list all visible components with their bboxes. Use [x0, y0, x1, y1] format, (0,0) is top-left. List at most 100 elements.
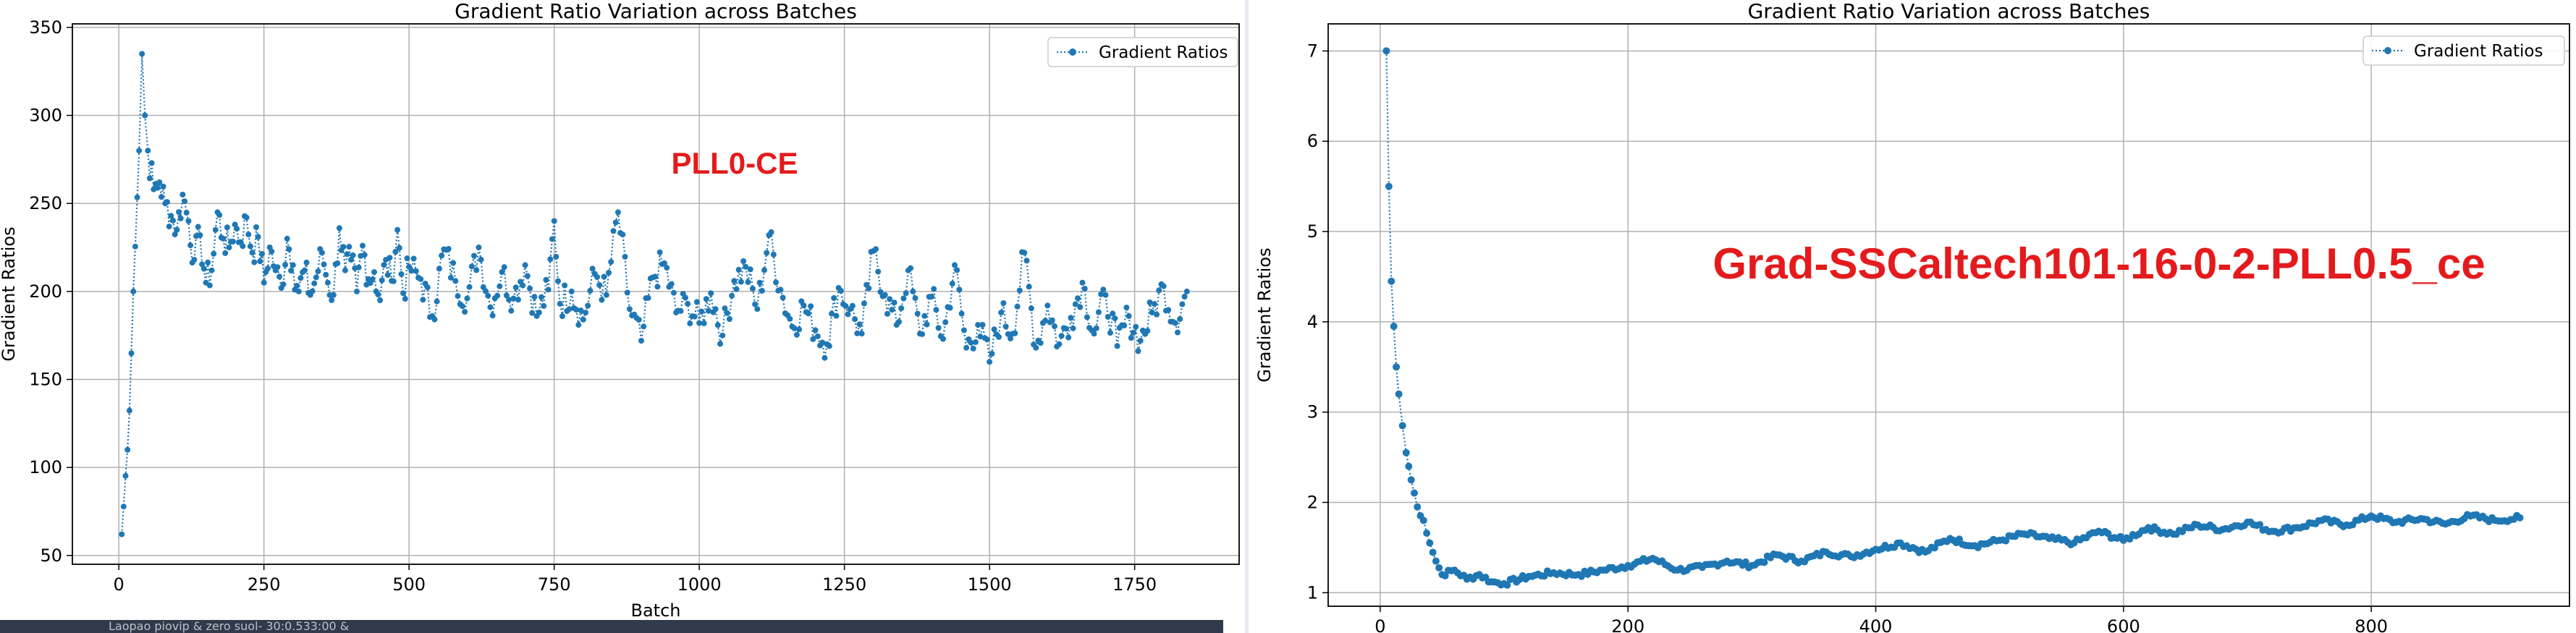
data-point: [854, 330, 861, 336]
data-point: [1429, 548, 1437, 556]
data-point: [819, 339, 826, 346]
data-point: [1095, 309, 1102, 315]
data-point: [1175, 329, 1181, 336]
data-point: [822, 354, 828, 361]
data-point: [954, 267, 960, 273]
data-point: [989, 351, 995, 357]
legend-label: Gradient Ratios: [2414, 42, 2543, 61]
data-point: [295, 288, 302, 294]
data-point: [919, 331, 926, 337]
data-point: [910, 288, 916, 294]
data-point: [371, 269, 377, 276]
data-point: [145, 148, 151, 154]
data-point: [1091, 331, 1097, 337]
data-point: [583, 310, 588, 316]
y-tick-label: 250: [29, 193, 62, 213]
data-point: [812, 327, 819, 334]
x-tick-label: 600: [2107, 616, 2140, 633]
data-point: [845, 311, 851, 318]
data-point: [1005, 331, 1011, 337]
annotation-label: Grad-SSCaltech101-16-0-2-PLL0.5_ce: [1713, 239, 2485, 288]
data-point: [243, 214, 250, 221]
data-point: [455, 293, 461, 299]
data-point: [1033, 344, 1039, 351]
data-point: [562, 282, 568, 289]
data-point: [447, 274, 454, 281]
data-point: [1503, 581, 1511, 589]
legend-box: [1047, 37, 1238, 67]
data-point: [211, 250, 217, 257]
data-point: [434, 298, 440, 305]
data-point: [1183, 288, 1190, 294]
data-point: [928, 294, 934, 300]
data-point: [529, 310, 536, 316]
data-point: [222, 250, 229, 256]
data-point: [520, 282, 526, 289]
data-point: [515, 297, 521, 303]
data-point: [1012, 330, 1018, 336]
data-point: [1002, 323, 1009, 330]
data-point: [585, 302, 591, 309]
data-point: [334, 260, 341, 266]
data-point: [154, 184, 161, 191]
x-tick-label: 750: [538, 574, 571, 595]
data-point: [729, 292, 735, 299]
data-point: [979, 322, 986, 328]
x-axis-label: Batch: [631, 600, 681, 621]
series-line: [121, 54, 1188, 535]
data-point: [706, 307, 711, 314]
data-point: [156, 179, 163, 185]
data-point: [1149, 310, 1155, 315]
data-point: [476, 245, 482, 250]
data-point: [587, 287, 594, 294]
data-point: [608, 259, 615, 265]
data-point: [1026, 284, 1032, 290]
data-point: [801, 302, 807, 309]
data-point: [891, 299, 898, 306]
taskbar-text: Laopao piovip & zero suol- 30:0.533:00 &: [109, 620, 350, 633]
data-point: [191, 257, 198, 263]
data-point: [777, 286, 784, 293]
data-point: [132, 243, 138, 250]
data-point: [126, 407, 132, 414]
data-point: [914, 310, 921, 317]
data-point: [866, 285, 872, 292]
data-point: [884, 310, 890, 317]
data-point: [620, 231, 626, 238]
data-point: [134, 194, 140, 200]
data-point: [875, 268, 882, 275]
data-point: [177, 215, 184, 221]
data-point: [1023, 258, 1030, 264]
data-point: [722, 305, 728, 312]
data-point: [381, 262, 387, 268]
y-tick-label: 3: [1307, 402, 1318, 422]
data-point: [793, 331, 800, 338]
data-point: [122, 472, 129, 479]
data-point: [638, 338, 644, 344]
data-point: [780, 294, 786, 301]
data-point: [924, 321, 930, 328]
data-point: [290, 262, 296, 268]
data-point: [1052, 323, 1057, 330]
data-point: [212, 226, 219, 233]
data-point: [311, 280, 318, 286]
data-point: [963, 344, 970, 351]
data-point: [1441, 572, 1449, 579]
data-point: [1084, 314, 1090, 320]
data-point: [708, 290, 714, 297]
y-tick-label: 50: [40, 545, 62, 566]
data-point: [2516, 514, 2524, 522]
data-point: [555, 278, 561, 284]
data-point: [566, 306, 573, 313]
data-point: [896, 318, 902, 325]
data-point: [977, 334, 984, 340]
data-point: [756, 279, 763, 286]
data-point: [208, 267, 215, 273]
data-point: [900, 295, 907, 302]
data-point: [1741, 558, 1749, 566]
data-point: [1137, 338, 1144, 344]
data-point: [1432, 557, 1440, 565]
data-point: [1014, 303, 1021, 310]
y-tick-label: 100: [29, 457, 62, 477]
data-point: [249, 250, 256, 256]
